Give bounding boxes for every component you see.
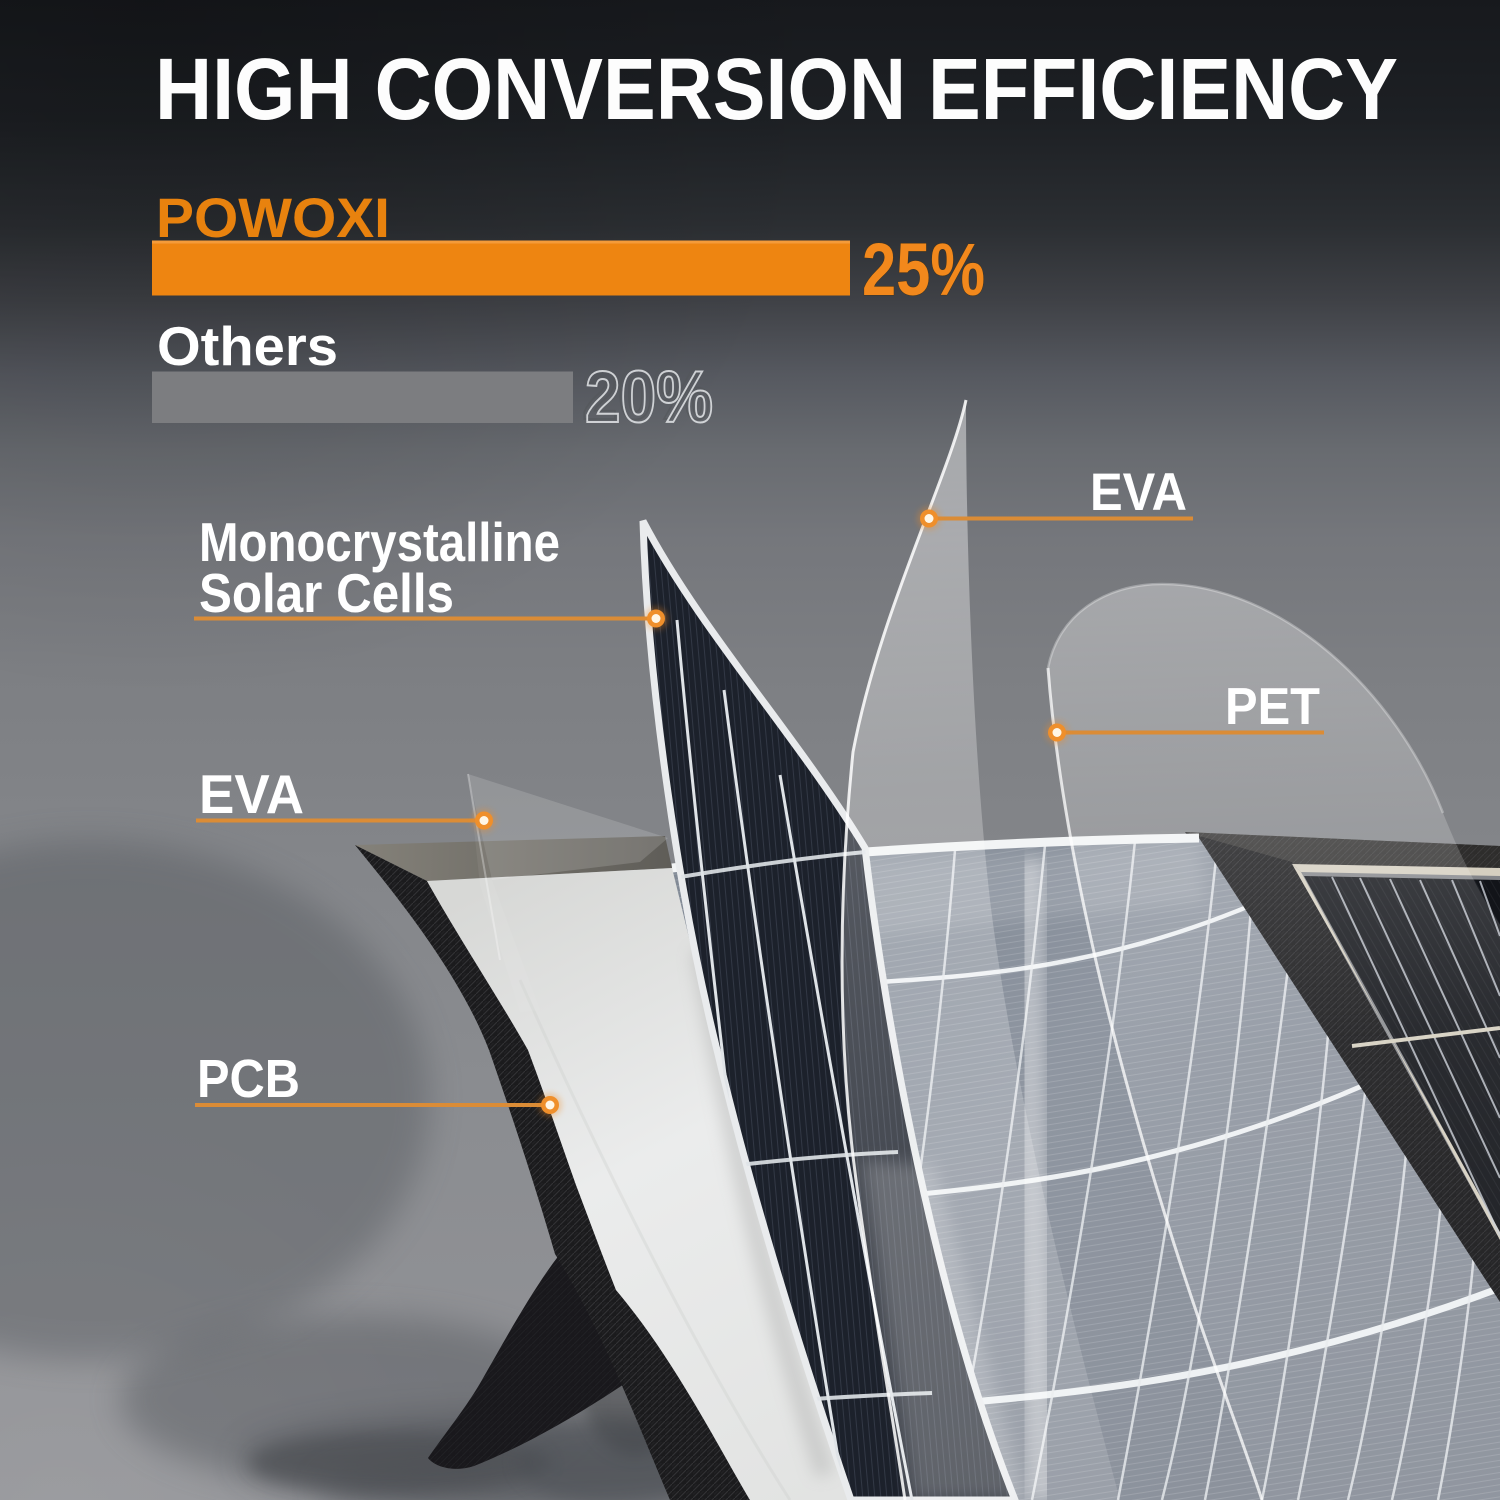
svg-text:EVA: EVA [1090,463,1187,522]
svg-text:20%: 20% [582,354,710,435]
svg-text:POWOXI: POWOXI [156,186,390,249]
svg-text:EVA: EVA [199,763,304,825]
svg-text:Solar Cells: Solar Cells [199,562,454,624]
svg-text:Monocrystalline: Monocrystalline [199,511,560,573]
svg-text:25%: 25% [862,228,985,311]
svg-text:Others: Others [157,315,338,377]
svg-text:HIGH CONVERSION EFFICIENCY: HIGH CONVERSION EFFICIENCY [155,41,1398,138]
svg-text:20%: 20% [585,357,713,438]
svg-text:PCB: PCB [197,1049,300,1109]
svg-text:PET: PET [1225,678,1320,736]
